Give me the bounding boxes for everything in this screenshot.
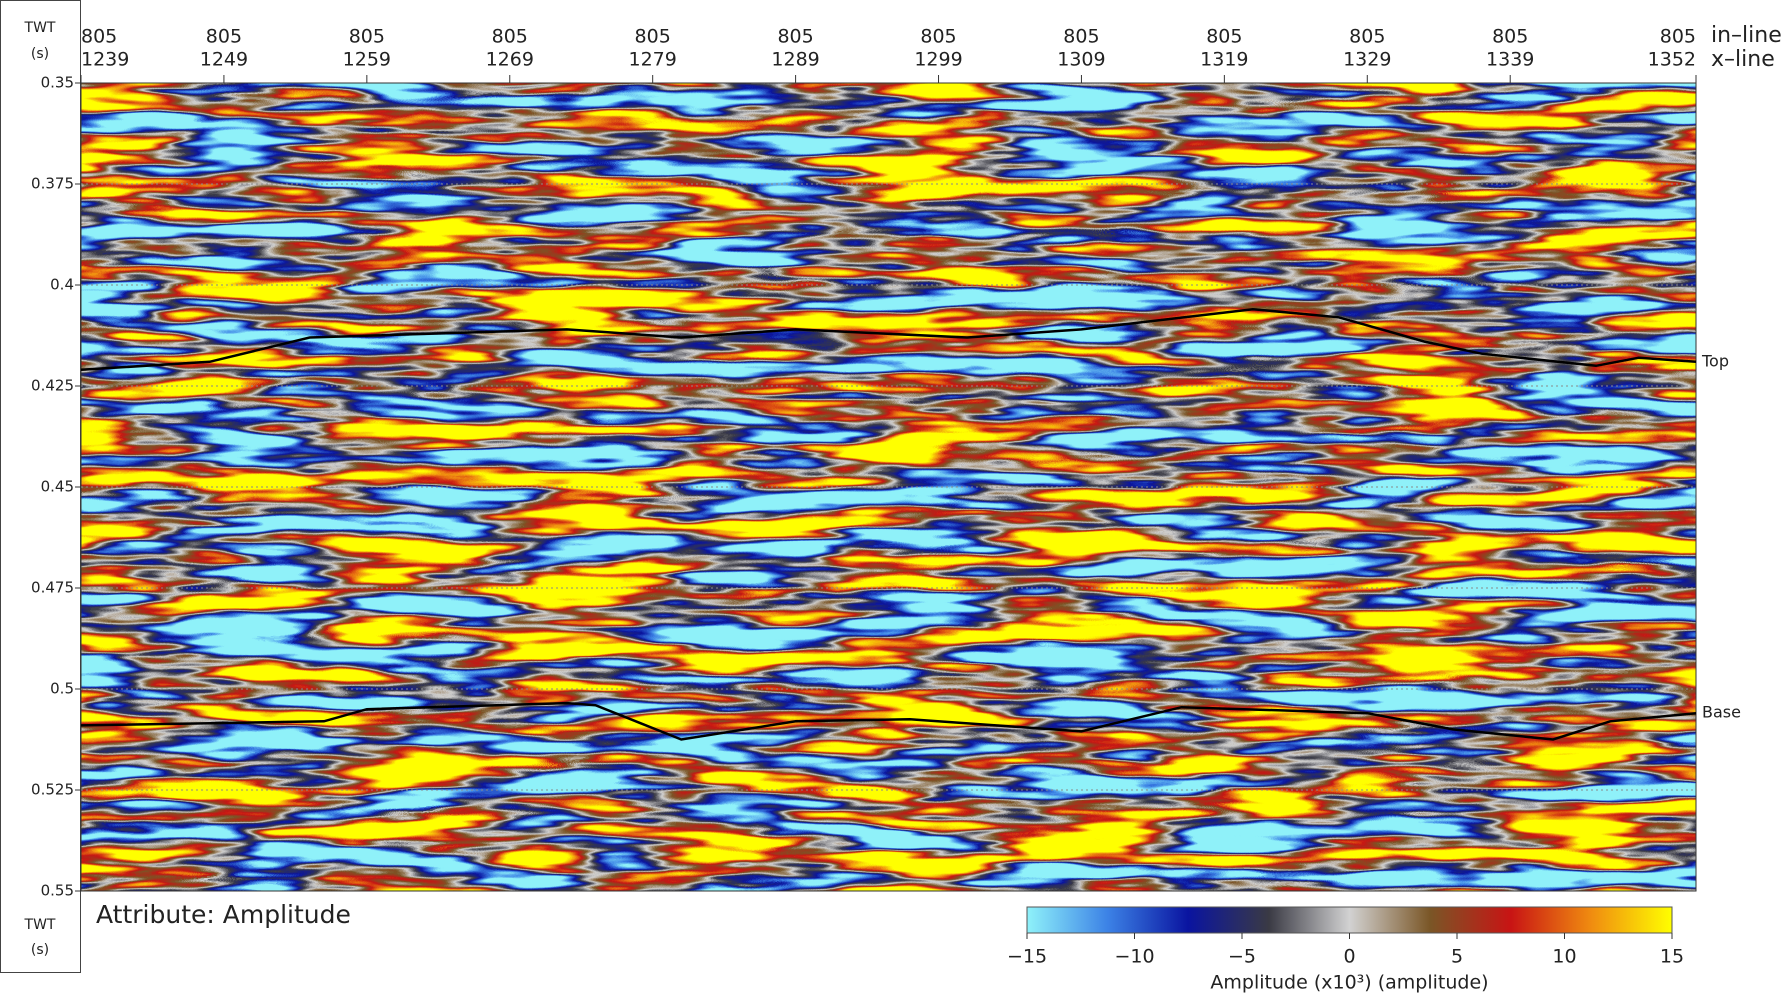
x-tick-label: 1352 [1648,49,1696,71]
inline-tick-label: 805 [1660,26,1696,48]
x-tick-label: 1279 [629,49,677,71]
y-label: TWT [24,917,56,933]
y-label: TWT [24,20,56,36]
y-tick-label: 0.45 [41,478,74,496]
inline-tick-label: 805 [1492,26,1528,48]
inline-tick-label: 805 [206,26,242,48]
colorbar-tick-label: −10 [1114,946,1154,968]
inline-label: in–line [1711,23,1782,48]
horizon [80,307,1697,372]
y-unit: (s) [31,46,49,62]
seismic-image [81,83,1696,891]
horizon-label: Base [1702,703,1741,722]
inline-tick-label: 805 [349,26,385,48]
colorbar-tick-label: −15 [1007,946,1047,968]
colorbar-tick-label: 0 [1343,946,1355,968]
x-tick-label: 1269 [486,49,534,71]
y-tick-label: 0.375 [31,175,74,193]
x-tick-label: 1329 [1343,49,1391,71]
y-tick-label: 0.55 [41,882,74,900]
x-tick-label: 1339 [1486,49,1534,71]
inline-tick-label: 805 [920,26,956,48]
y-unit: (s) [31,942,49,958]
x-tick-label: 1299 [914,49,962,71]
horizon [80,701,1697,741]
colorbar-tick-label: 5 [1451,946,1463,968]
x-tick-label: 1319 [1200,49,1248,71]
colorbar-label: Amplitude (x10³) (amplitude) [1210,972,1488,994]
colorbar-tick-label: −5 [1228,946,1256,968]
xline-label: x–line [1711,47,1775,72]
x-tick-label: 1309 [1057,49,1105,71]
x-tick-label: 1249 [200,49,248,71]
horizon-label: Top [1701,351,1729,370]
y-tick-label: 0.4 [50,276,74,294]
inline-tick-label: 805 [777,26,813,48]
colorbar-tick-label: 10 [1552,946,1576,968]
inline-tick-label: 805 [1206,26,1242,48]
x-tick-label: 1239 [81,49,129,71]
y-tick-label: 0.475 [31,579,74,597]
y-tick-label: 0.35 [41,74,74,92]
inline-tick-label: 805 [635,26,671,48]
colorbar-tick-label: 15 [1660,946,1684,968]
y-tick-label: 0.5 [50,680,74,698]
inline-tick-label: 805 [492,26,528,48]
attribute-label: Attribute: Amplitude [96,900,351,929]
x-tick-label: 1259 [343,49,391,71]
y-tick-label: 0.525 [31,781,74,799]
colorbar [1026,906,1673,934]
y-tick-label: 0.425 [31,377,74,395]
inline-tick-label: 805 [1063,26,1099,48]
inline-tick-label: 805 [1349,26,1385,48]
x-tick-label: 1289 [771,49,819,71]
inline-tick-label: 805 [81,26,117,48]
